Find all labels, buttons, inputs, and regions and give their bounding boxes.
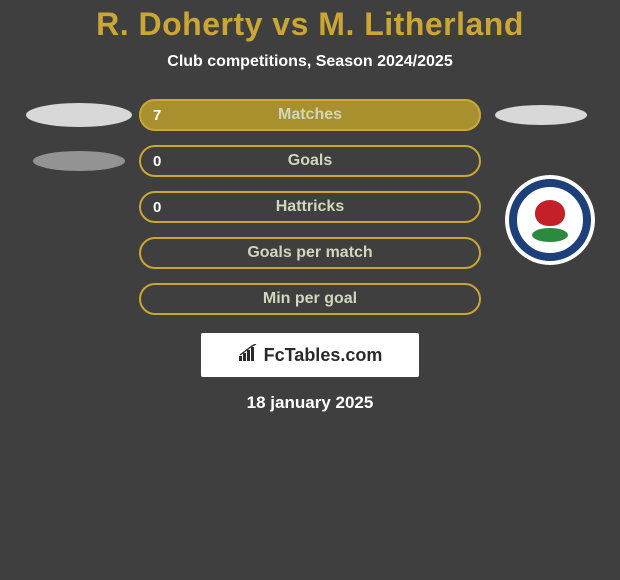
left-decoration-cell: [19, 237, 139, 269]
right-decoration-cell: [481, 99, 601, 131]
stat-bar-label: Goals: [139, 145, 481, 177]
right-decoration-cell: [481, 283, 601, 315]
player-oval-left-1: [26, 103, 132, 127]
stat-bar: Min per goal: [139, 283, 481, 315]
subtitle: Club competitions, Season 2024/2025: [0, 53, 620, 71]
leaf-icon: [532, 228, 568, 242]
stat-bar: Goals per match: [139, 237, 481, 269]
chart-icon: [238, 344, 260, 367]
stat-bar: 0 Goals: [139, 145, 481, 177]
stat-bar-label: Matches: [139, 99, 481, 131]
stat-bar-label: Hattricks: [139, 191, 481, 223]
left-decoration-cell: [19, 99, 139, 131]
left-decoration-cell: [19, 191, 139, 223]
left-decoration-cell: [19, 145, 139, 177]
stat-row: Min per goal: [0, 283, 620, 315]
stat-bar: 7 Matches: [139, 99, 481, 131]
comparison-infographic: R. Doherty vs M. Litherland Club competi…: [0, 0, 620, 413]
stat-bar: 0 Hattricks: [139, 191, 481, 223]
watermark-text: FcTables.com: [264, 345, 383, 366]
stat-bar-label: Min per goal: [139, 283, 481, 315]
player-oval-right-1: [495, 105, 587, 125]
stat-row: 0 Goals: [0, 145, 620, 177]
stat-bar-label: Goals per match: [139, 237, 481, 269]
rose-icon: [535, 200, 565, 226]
date-text: 18 january 2025: [0, 393, 620, 413]
club-badge-inner: [522, 192, 578, 248]
left-decoration-cell: [19, 283, 139, 315]
club-badge-blackburn: [505, 175, 595, 265]
watermark: FcTables.com: [201, 333, 419, 377]
stat-row: 7 Matches: [0, 99, 620, 131]
player-oval-left-2: [33, 151, 125, 171]
page-title: R. Doherty vs M. Litherland: [0, 6, 620, 43]
